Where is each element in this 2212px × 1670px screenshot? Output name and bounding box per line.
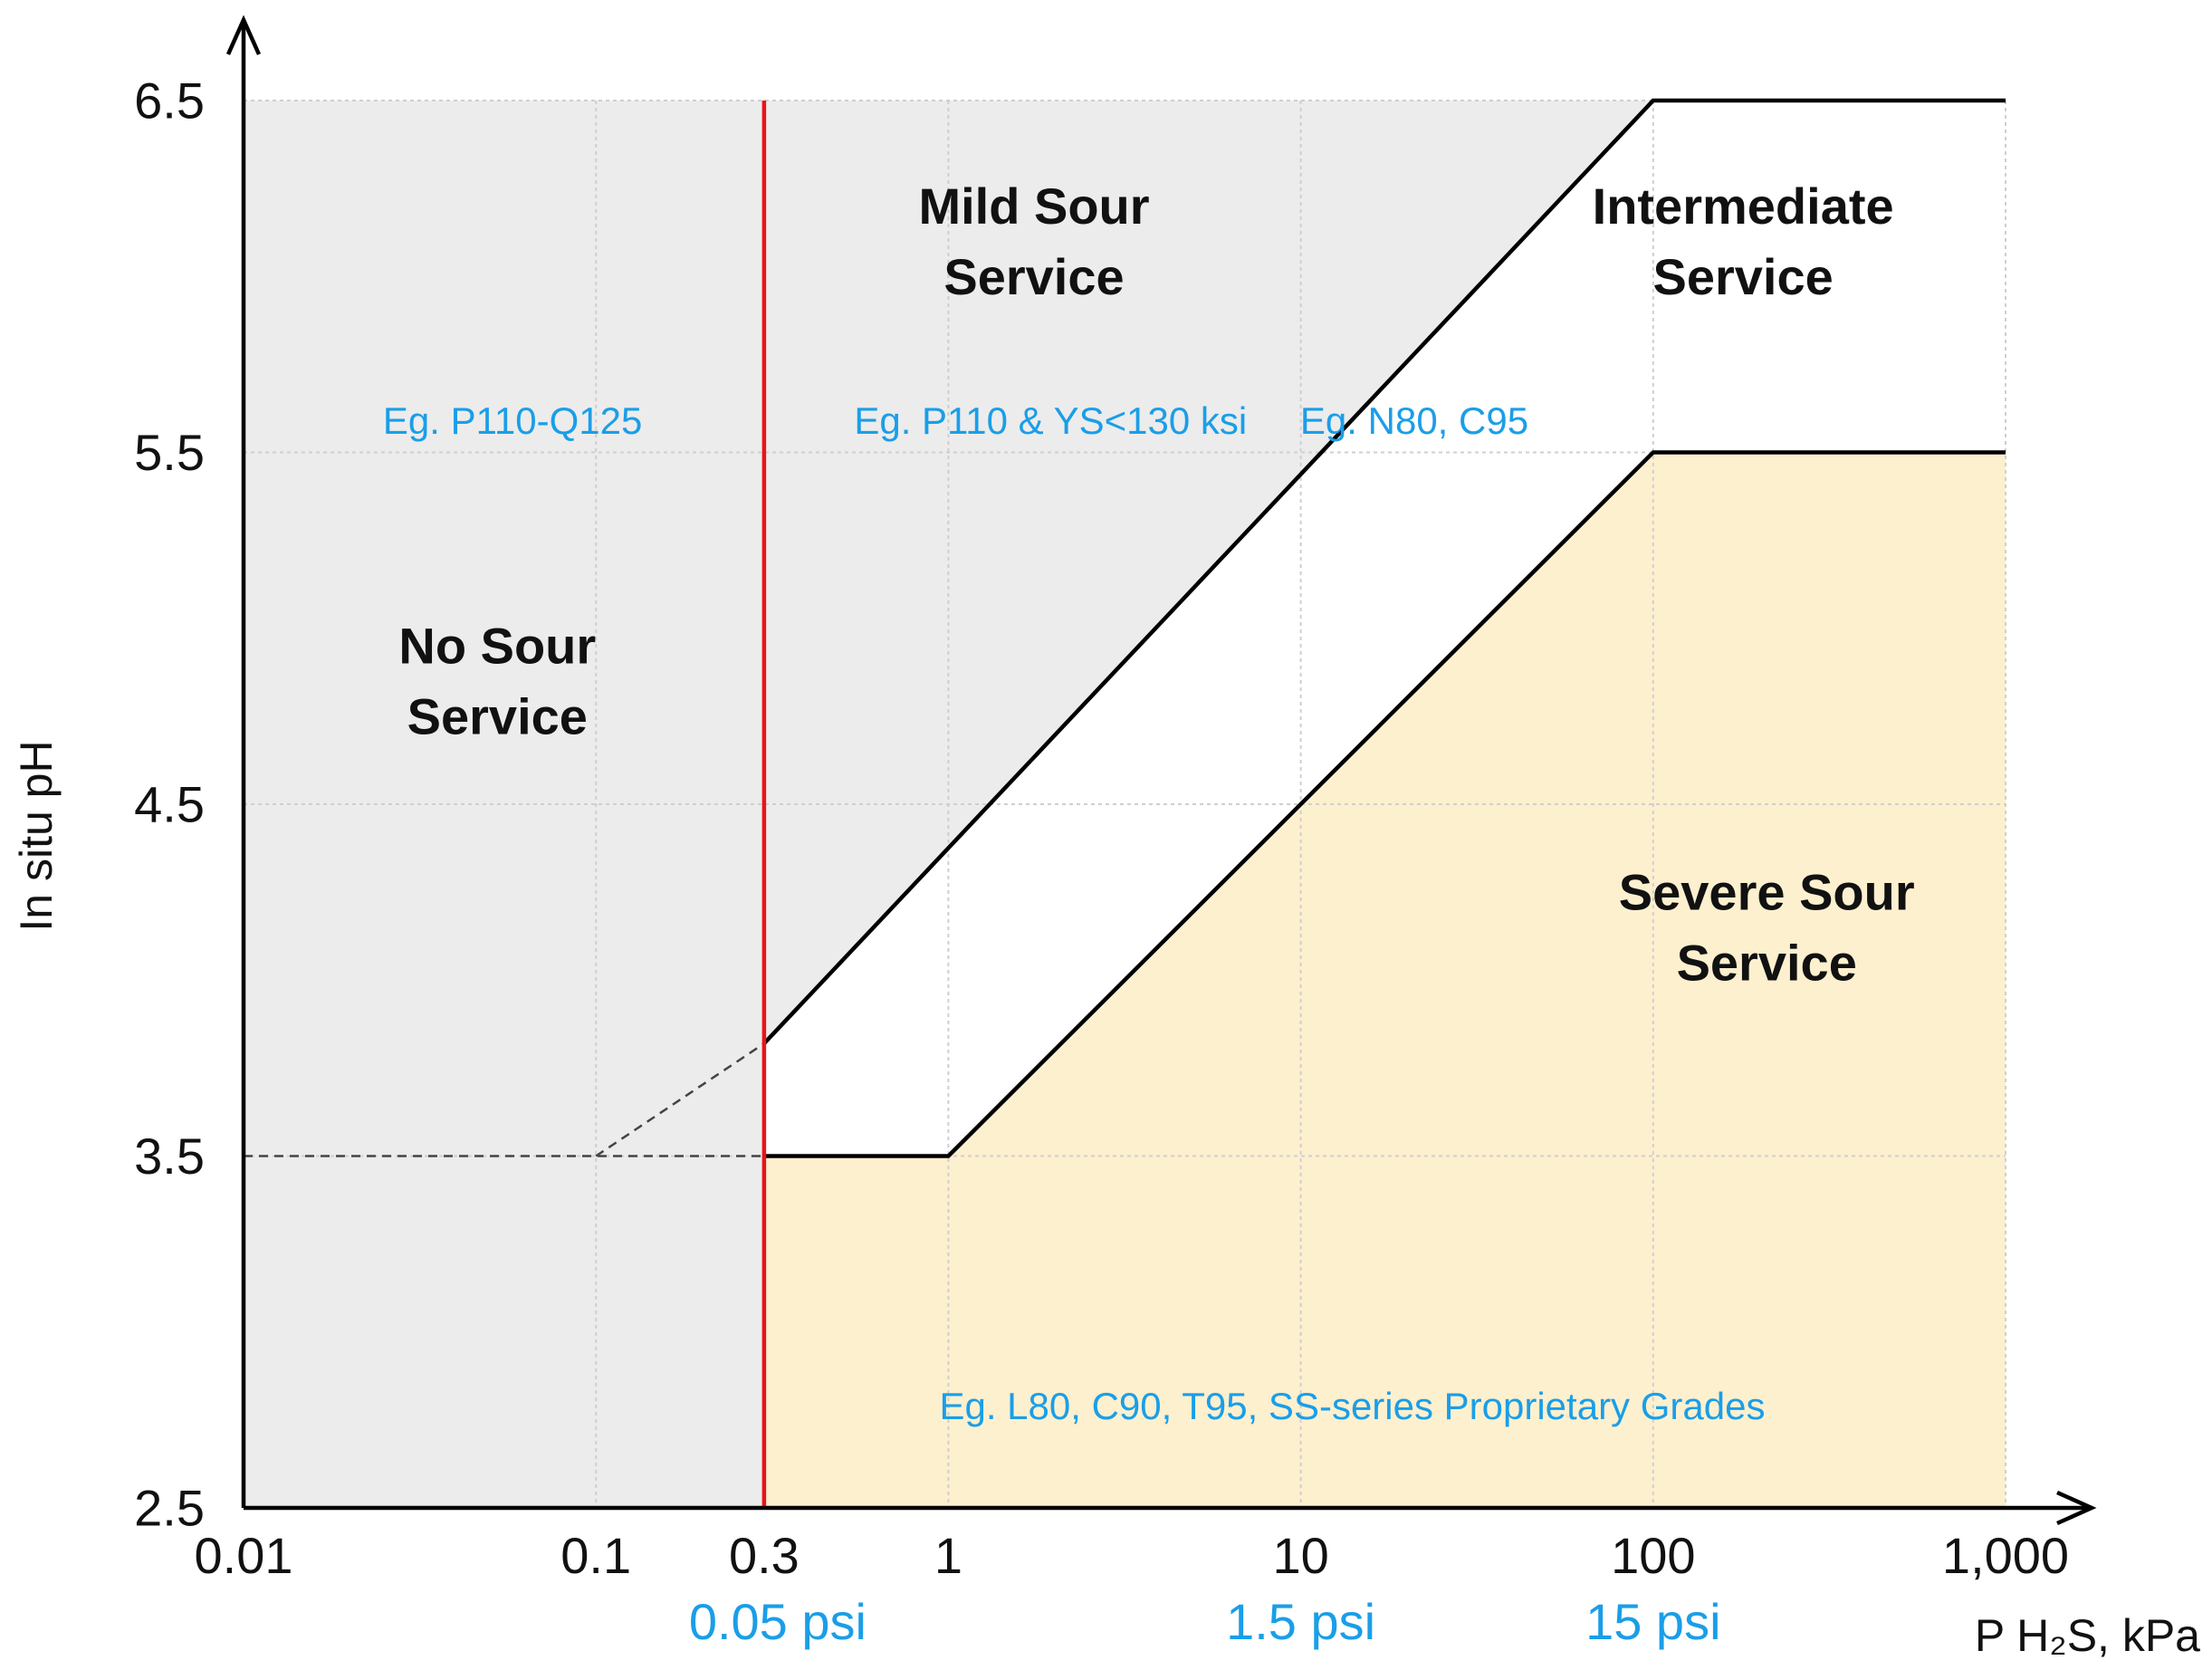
psi-label: 0.05 psi [689, 1593, 867, 1650]
psi-label: 1.5 psi [1226, 1593, 1375, 1650]
region-severe-sour [763, 452, 2006, 1508]
region-label: Service [943, 248, 1124, 305]
region-label: Intermediate [1593, 178, 1894, 235]
x-tick-label: 1,000 [1942, 1527, 2069, 1584]
example-grade-label: Eg. P110 & YS<130 ksi [854, 399, 1247, 442]
region-intermediate [763, 101, 2006, 1157]
mild-sour-boundary-line [762, 98, 2006, 1045]
boundary-lines [244, 98, 2006, 1508]
x-tick-label: 10 [1272, 1527, 1328, 1584]
example-grade-label: Eg. P110-Q125 [383, 399, 642, 442]
mild-boundary-extension-dashed [595, 1042, 765, 1157]
region-label: Service [407, 688, 588, 745]
region-label: Service [1677, 935, 1857, 992]
region-label: No Sour [398, 618, 596, 675]
x-tick-label: 0.01 [195, 1527, 293, 1584]
y-tick-label: 3.5 [134, 1128, 205, 1185]
region-label: Mild Sour [918, 178, 1149, 235]
y-tick-label: 6.5 [134, 72, 205, 130]
chart-text: 0.01 0.1 0.3 1 10 100 1,000 2.5 3.5 4.5 5.5 6.5 0.05… [11, 72, 2200, 1662]
region-label: Service [1653, 248, 1834, 305]
y-axis-title: In situ pH [11, 740, 62, 931]
axes [225, 14, 2097, 1526]
y-tick-label: 5.5 [134, 424, 205, 481]
example-grade-label: Eg. L80, C90, T95, SS-series Proprietary… [939, 1385, 1765, 1427]
x-axis-arrow-icon [2056, 1490, 2097, 1526]
example-grade-label: Eg. N80, C95 [1300, 399, 1528, 442]
x-tick-label: 100 [1611, 1527, 1695, 1584]
region-label: Severe Sour [1619, 864, 1915, 921]
y-axis-arrow-icon [225, 14, 262, 55]
x-tick-label: 1 [934, 1527, 962, 1584]
severe-sour-boundary-line [763, 450, 2006, 1158]
x-tick-label: 0.3 [729, 1527, 800, 1584]
x-axis-title: P H₂S, kPa [1975, 1610, 2200, 1661]
psi-label: 15 psi [1585, 1593, 1720, 1650]
y-tick-label: 4.5 [134, 776, 205, 833]
y-tick-label: 2.5 [134, 1480, 205, 1537]
x-tick-label: 0.1 [560, 1527, 631, 1584]
